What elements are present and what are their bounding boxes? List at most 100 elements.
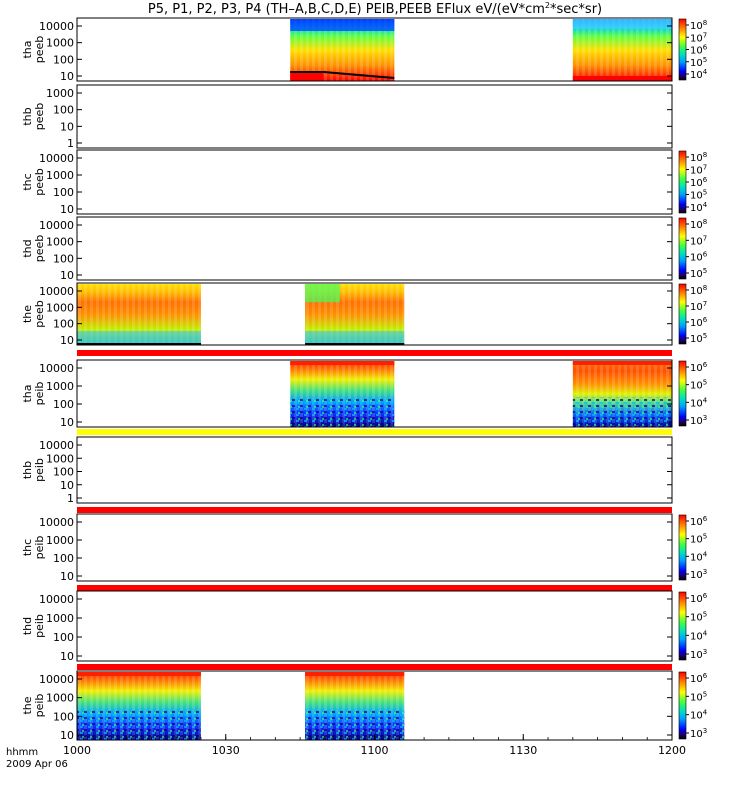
colorbar-the-peeb xyxy=(678,283,687,345)
colorbar-label-thd-peib: 106 xyxy=(690,592,708,605)
panel-thd-peeb: 10000 1000 100 10 thd peeb 108 107 106 105 xyxy=(21,216,708,282)
colorbar-label-thd-peeb: 105 xyxy=(690,267,707,280)
ylabel-the-peeb-0: the xyxy=(21,305,34,323)
colorbar-label-tha-peib: 106 xyxy=(690,361,708,374)
spectrum-block-tha-peib-0 xyxy=(290,361,395,427)
ytick-label-thd-peeb: 1000 xyxy=(46,236,74,249)
ytick-label-thb-peeb: 1000 xyxy=(46,87,74,100)
colorbar-label-the-peeb: 108 xyxy=(690,284,707,297)
colorbar-label-thc-peeb: 107 xyxy=(690,164,707,177)
panel-thb-peeb: 1000 100 10 1 thb peeb xyxy=(21,84,673,150)
ytick-label-the-peeb: 1000 xyxy=(46,301,74,314)
colorbar-label-tha-peeb: 105 xyxy=(690,56,707,69)
ylabel-thb-peib-0: thb xyxy=(21,461,34,479)
ylabel-tha-peib-1: peib xyxy=(33,382,46,406)
ytick-label-thc-peib: 10 xyxy=(60,570,74,583)
panel-frame-thb-peeb xyxy=(76,84,673,149)
ytick-label-thd-peeb: 100 xyxy=(53,252,74,265)
colorbar-label-thc-peib: 103 xyxy=(690,568,707,581)
ytick-label-thb-peib: 10 xyxy=(60,479,74,492)
status-bar-thd-peib xyxy=(77,585,672,591)
ytick-label-tha-peeb: 100 xyxy=(53,53,74,66)
panel-thc-peib: 10000 1000 100 10 thc peib 106 105 104 103 xyxy=(21,507,708,583)
spectrum-block-the-peib-0 xyxy=(77,672,201,740)
ylabel-thd-peib-0: thd xyxy=(21,617,34,635)
xtick-label: 1030 xyxy=(212,744,240,757)
figure-title: P5, P1, P2, P3, P4 (TH–A,B,C,D,E) PEIB,P… xyxy=(148,1,602,17)
panel-frame-tha-peib xyxy=(76,359,673,428)
ytick-label-thd-peib: 1000 xyxy=(46,612,74,625)
colorbar-the-peib xyxy=(678,671,687,740)
colorbar-label-tha-peeb: 104 xyxy=(690,68,708,81)
status-bar-thc-peib xyxy=(77,507,672,513)
footer-hhmm: hhmm xyxy=(6,747,38,758)
colorbar-label-tha-peeb: 107 xyxy=(690,31,707,44)
ytick-label-thb-peib: 100 xyxy=(53,466,74,479)
colorbar-label-thd-peib: 103 xyxy=(690,648,707,661)
panel-tha-peib: 10000 1000 100 10 tha peib 106 105 104 103 xyxy=(21,350,708,429)
ytick-label-tha-peeb: 1000 xyxy=(46,37,74,50)
ytick-label-the-peeb: 100 xyxy=(53,318,74,331)
ylabel-the-peib-1: peib xyxy=(33,694,46,718)
title-superscript: 2 xyxy=(545,1,550,10)
colorbar-label-thd-peeb: 108 xyxy=(690,218,707,231)
panel-thd-peib: 10000 1000 100 10 thd peib 106 105 104 103 xyxy=(21,585,708,663)
colorbar-tha-peib xyxy=(678,360,687,427)
colorbar-label-the-peib: 104 xyxy=(690,709,708,722)
panel-the-peib: 10000 1000 100 10 the peib 106 105 104 103 xyxy=(21,664,708,742)
status-bar-the-peib xyxy=(77,664,672,670)
ytick-label-the-peib: 10 xyxy=(60,729,74,742)
ylabel-thc-peeb-1: peeb xyxy=(33,168,46,196)
colorbar-label-the-peeb: 106 xyxy=(690,316,708,329)
colorbar-label-thd-peeb: 107 xyxy=(690,234,707,247)
colorbar-label-the-peib: 106 xyxy=(690,672,708,685)
ytick-label-thc-peeb: 10 xyxy=(60,203,74,216)
colorbar-label-the-peeb: 105 xyxy=(690,332,707,345)
colorbar-label-thc-peeb: 105 xyxy=(690,189,707,202)
colorbar-label-thc-peeb: 108 xyxy=(690,151,707,164)
colorbar-thc-peib xyxy=(678,514,687,581)
colorbar-label-the-peeb: 107 xyxy=(690,300,707,313)
ytick-label-thd-peib: 100 xyxy=(53,631,74,644)
ytick-label-tha-peib: 10 xyxy=(60,416,74,429)
ytick-label-the-peib: 100 xyxy=(53,710,74,723)
ytick-label-thc-peeb: 1000 xyxy=(46,169,74,182)
ytick-label-tha-peeb: 10000 xyxy=(39,20,74,33)
panel-frame-thd-peib xyxy=(76,590,673,662)
colorbar-label-thc-peib: 106 xyxy=(690,515,708,528)
xtick-label: 1200 xyxy=(658,744,686,757)
xtick-label: 1100 xyxy=(361,744,389,757)
ytick-label-the-peib: 1000 xyxy=(46,692,74,705)
ylabel-thd-peeb-0: thd xyxy=(21,239,34,257)
ytick-label-thb-peib: 1 xyxy=(67,492,74,505)
colorbar-label-thc-peeb: 106 xyxy=(690,176,708,189)
ylabel-thd-peib-1: peib xyxy=(33,614,46,638)
ylabel-thd-peeb-1: peeb xyxy=(33,235,46,263)
ytick-label-thc-peeb: 100 xyxy=(53,186,74,199)
panel-frame-thc-peeb xyxy=(76,149,673,215)
panel-frame-the-peeb xyxy=(76,282,673,346)
colorbar-tha-peeb xyxy=(678,18,687,81)
ylabel-thc-peib-1: peib xyxy=(33,536,46,560)
colorbar-label-tha-peeb: 108 xyxy=(690,19,707,32)
ytick-label-tha-peib: 100 xyxy=(53,398,74,411)
ylabel-thc-peeb-0: thc xyxy=(21,173,34,190)
colorbar-thd-peib xyxy=(678,591,687,661)
ytick-label-thb-peeb: 1 xyxy=(67,137,74,150)
ytick-label-the-peeb: 10000 xyxy=(39,285,74,298)
colorbar-label-thd-peib: 104 xyxy=(690,629,708,642)
colorbar-label-tha-peeb: 106 xyxy=(690,44,708,57)
x-axis: 1000 1030 1100 1130 1200 xyxy=(63,734,686,757)
spectrum-block-tha-peib-1 xyxy=(572,361,672,427)
spectrum-block-tha-peeb-1 xyxy=(572,19,672,81)
ytick-label-tha-peeb: 10 xyxy=(60,70,74,83)
colorbar-thd-peeb xyxy=(678,217,687,280)
colorbar-label-tha-peib: 105 xyxy=(690,379,707,392)
ylabel-thb-peeb-0: thb xyxy=(21,107,34,125)
spectrum-block-tha-peeb-0 xyxy=(290,19,395,81)
